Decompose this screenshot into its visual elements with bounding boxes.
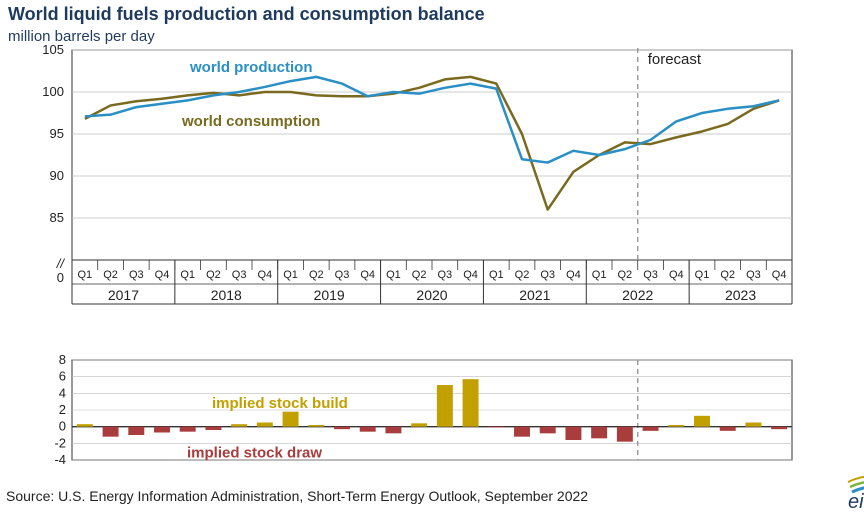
svg-text:Q4: Q4 xyxy=(669,269,684,281)
chart-source: Source: U.S. Energy Information Administ… xyxy=(6,488,588,504)
svg-text:8: 8 xyxy=(59,352,66,367)
svg-text:Q3: Q3 xyxy=(643,269,658,281)
svg-text:2: 2 xyxy=(59,402,66,417)
svg-text:Q1: Q1 xyxy=(78,269,93,281)
svg-text:0: 0 xyxy=(57,270,64,285)
svg-text:implied stock build: implied stock build xyxy=(212,395,348,412)
chart-svg: 859095100105//0forecastworld productionw… xyxy=(0,0,864,490)
svg-text:Q1: Q1 xyxy=(180,269,195,281)
svg-text:eia: eia xyxy=(848,491,864,510)
svg-text:Q3: Q3 xyxy=(335,269,350,281)
svg-text:Q1: Q1 xyxy=(695,269,710,281)
svg-text:85: 85 xyxy=(50,210,64,225)
svg-text:2020: 2020 xyxy=(416,287,447,303)
svg-text:Q2: Q2 xyxy=(103,269,118,281)
svg-text:Q2: Q2 xyxy=(720,269,735,281)
svg-text:2017: 2017 xyxy=(108,287,139,303)
svg-text:Q1: Q1 xyxy=(592,269,607,281)
svg-text:forecast: forecast xyxy=(648,51,702,68)
svg-text:world production: world production xyxy=(189,59,312,76)
svg-text:2018: 2018 xyxy=(211,287,242,303)
svg-text:Q4: Q4 xyxy=(258,269,273,281)
svg-text:Q4: Q4 xyxy=(566,269,581,281)
svg-text:Q2: Q2 xyxy=(618,269,633,281)
svg-text:105: 105 xyxy=(42,42,64,57)
svg-text:Q2: Q2 xyxy=(206,269,221,281)
svg-text:95: 95 xyxy=(50,126,64,141)
svg-text:-2: -2 xyxy=(54,435,66,450)
svg-text:2019: 2019 xyxy=(314,287,345,303)
svg-text:6: 6 xyxy=(59,369,66,384)
svg-text:Q4: Q4 xyxy=(463,269,478,281)
svg-text:Q4: Q4 xyxy=(772,269,787,281)
svg-text:90: 90 xyxy=(50,168,64,183)
svg-text:Q3: Q3 xyxy=(540,269,555,281)
svg-text:2022: 2022 xyxy=(622,287,653,303)
svg-text:-4: -4 xyxy=(54,452,66,467)
svg-text:Q4: Q4 xyxy=(155,269,170,281)
svg-text:4: 4 xyxy=(59,385,66,400)
svg-text:0: 0 xyxy=(59,419,66,434)
chart-container: World liquid fuels production and consum… xyxy=(0,0,864,514)
svg-text:Q1: Q1 xyxy=(489,269,504,281)
svg-text://: // xyxy=(56,256,66,271)
svg-text:Q2: Q2 xyxy=(515,269,530,281)
svg-text:Q1: Q1 xyxy=(386,269,401,281)
svg-text:Q3: Q3 xyxy=(438,269,453,281)
svg-text:2023: 2023 xyxy=(725,287,756,303)
svg-text:Q2: Q2 xyxy=(309,269,324,281)
svg-text:100: 100 xyxy=(42,84,64,99)
svg-text:implied stock draw: implied stock draw xyxy=(187,444,322,461)
svg-text:world consumption: world consumption xyxy=(181,113,320,130)
svg-text:Q3: Q3 xyxy=(232,269,247,281)
svg-text:Q1: Q1 xyxy=(283,269,298,281)
svg-text:Q3: Q3 xyxy=(746,269,761,281)
svg-text:Q3: Q3 xyxy=(129,269,144,281)
svg-text:Q4: Q4 xyxy=(360,269,375,281)
svg-text:2021: 2021 xyxy=(519,287,550,303)
svg-text:Q2: Q2 xyxy=(412,269,427,281)
